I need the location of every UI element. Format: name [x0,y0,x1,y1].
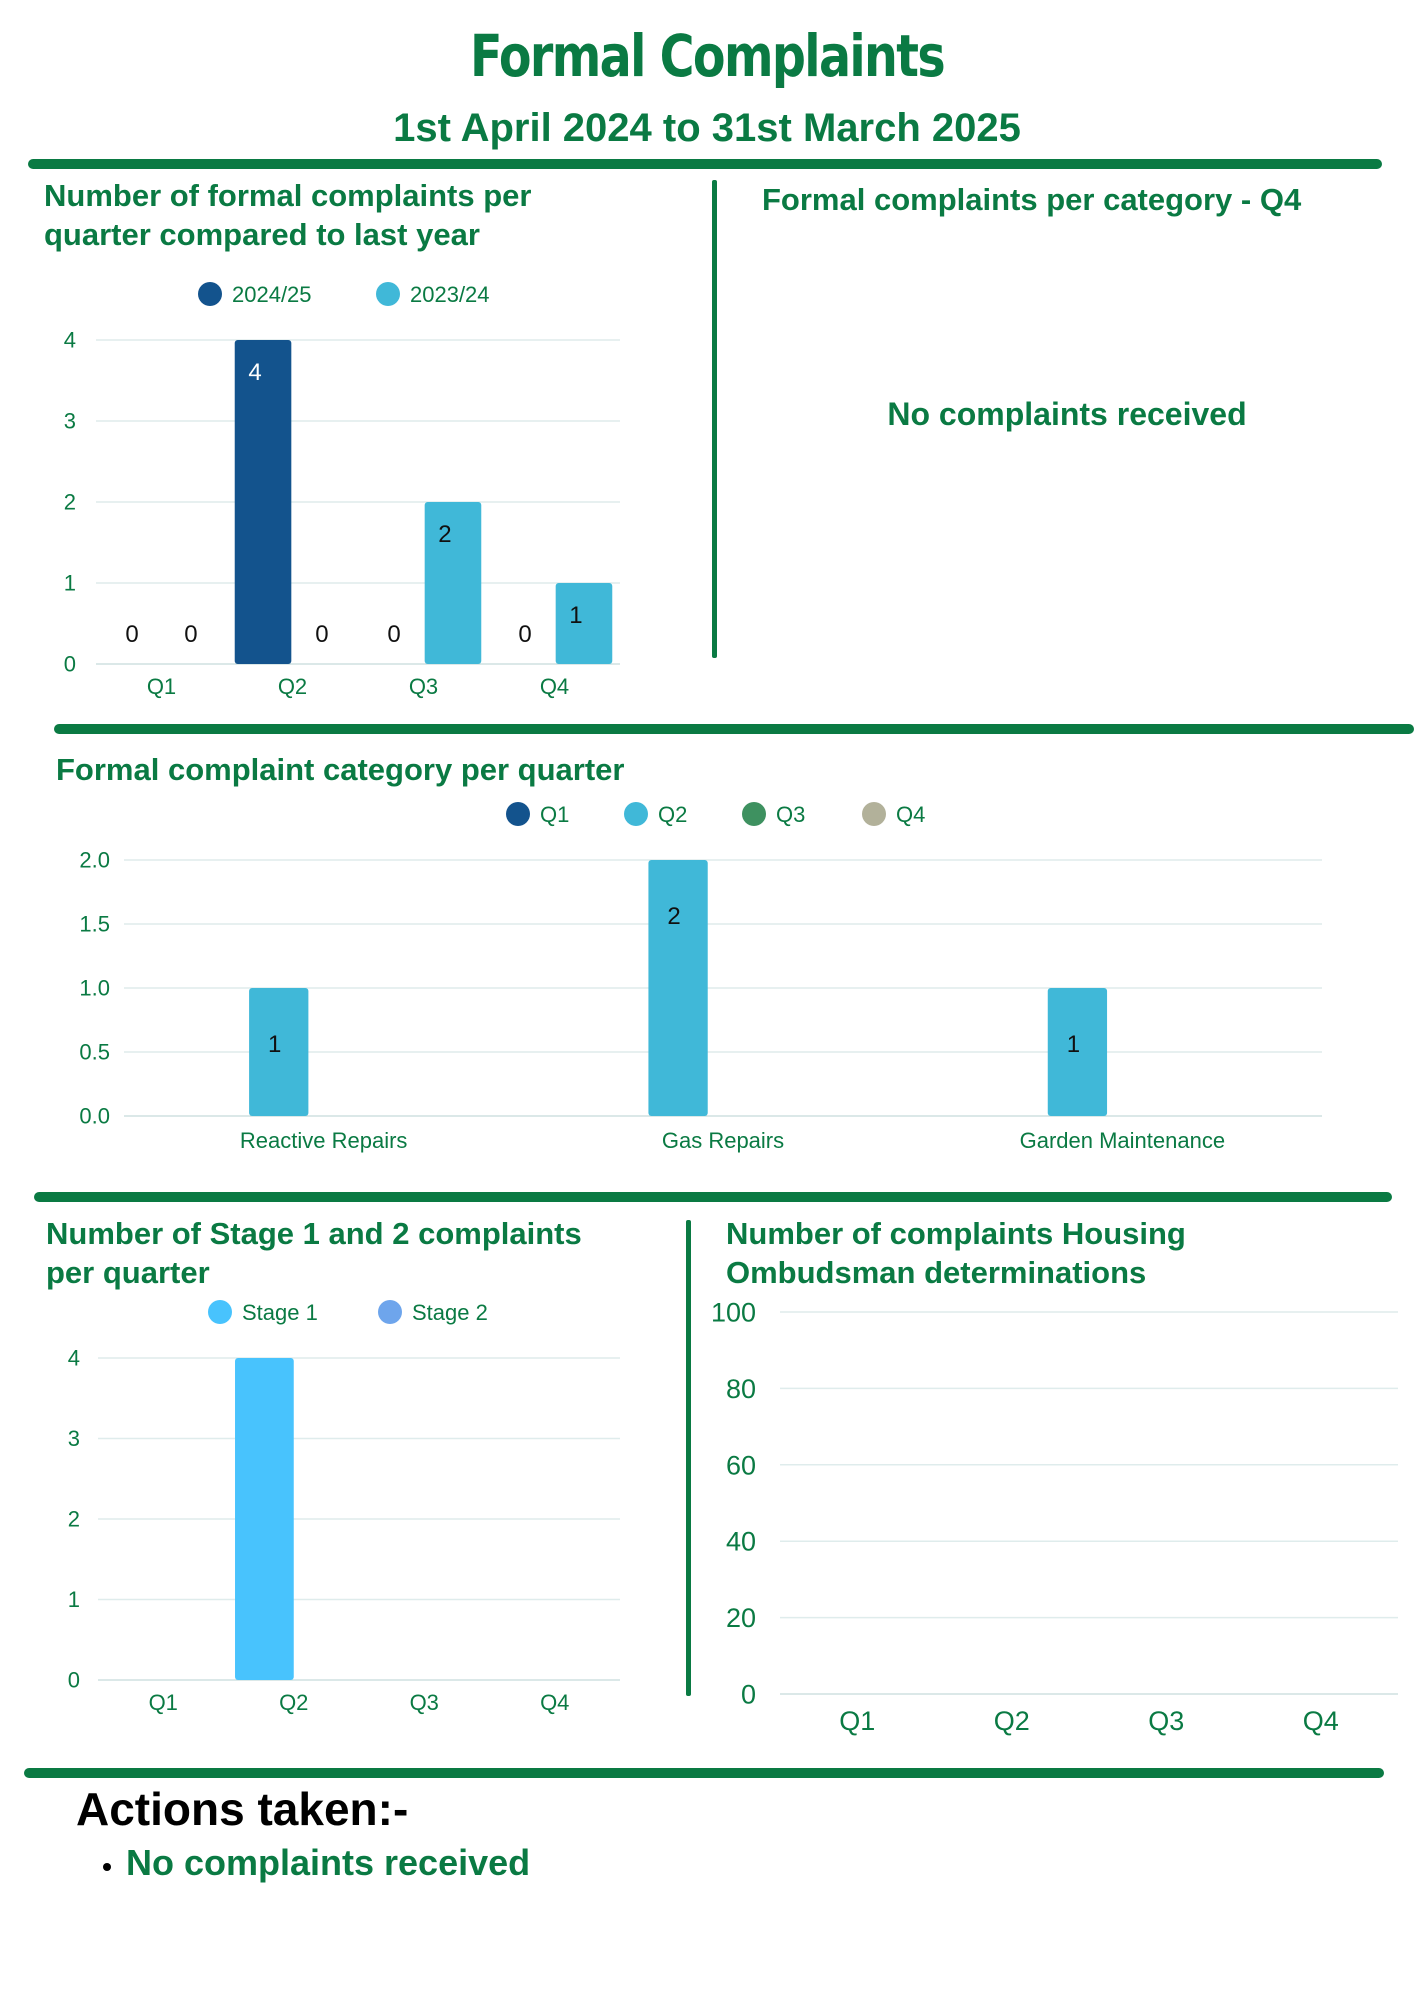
data-label: 2 [667,903,680,930]
y-tick-label: 2 [64,490,76,515]
legend-label: Q1 [540,802,569,827]
divider-bottom [24,1768,1384,1778]
legend-label: Q4 [896,802,925,827]
data-label: 1 [1067,1031,1080,1058]
bar [1047,988,1108,1116]
chart-stages: 0 1 2 3 4 Q1 Q2 Q3 Q4 Stage 1 Stage 2 [68,1300,620,1715]
y-tick-label: 3 [64,409,76,434]
bar [555,583,613,664]
chart-title-stages: Number of Stage 1 and 2 complaints per q… [46,1216,582,1290]
x-tick-label: Q2 [279,1690,308,1715]
y-tick-label: 1.5 [79,912,110,937]
divider-vertical-top [712,180,717,658]
legend-swatch [862,802,886,826]
legend-label: Stage 1 [242,1300,318,1325]
actions-list: No complaints received [78,1842,530,1884]
y-tick-label: 40 [726,1527,756,1557]
actions-heading: Actions taken:- [76,1783,409,1835]
y-tick-label: 100 [711,1297,756,1327]
legend-label: 2023/24 [410,282,490,307]
y-tick-label: 20 [726,1603,756,1633]
y-tick-label: 4 [68,1346,80,1371]
legend-swatch [624,802,648,826]
chart-per-quarter: 0 1 2 3 4 Q1 Q2 Q3 Q4 0 4 0 0 0 0 2 1 2024/25 2023/24 [64,282,620,699]
section-title-q4-category: Formal complaints per category - Q4 [762,182,1302,217]
divider-middle [54,724,1414,734]
x-tick-label: Q4 [540,1690,569,1715]
legend-swatch [506,802,530,826]
page-title: Formal Complaints [469,22,946,90]
chart-ombudsman: 0 20 40 60 80 100 Q1 Q2 Q3 Q4 [711,1297,1398,1736]
legend-label: Q3 [776,802,805,827]
y-tick-label: 2 [68,1507,80,1532]
bar [249,988,309,1116]
legend-label: 2024/25 [232,282,312,307]
y-tick-label: 60 [726,1450,756,1480]
data-label: 4 [248,359,261,386]
chart-title-ombudsman: Number of complaints Housing Ombudsman d… [726,1216,1186,1290]
no-complaints-message: No complaints received [887,396,1247,432]
data-label: 0 [125,621,138,648]
y-tick-label: 2.0 [79,848,110,873]
legend-swatch [376,282,400,306]
y-tick-label: 1.0 [79,976,110,1001]
x-tick-label: Q1 [149,1690,178,1715]
x-tick-label: Q2 [278,674,307,699]
y-tick-label: 4 [64,328,76,353]
bar [648,860,708,1116]
data-label: 0 [315,621,328,648]
y-tick-label: 0.5 [79,1040,110,1065]
data-label: 0 [387,621,400,648]
x-tick-label: Q4 [540,674,569,699]
y-tick-label: 0 [741,1679,756,1709]
divider-vertical-bottom [686,1220,691,1696]
x-tick-label: Q1 [839,1706,875,1736]
bar [424,502,482,664]
x-tick-label: Q4 [1303,1706,1339,1736]
divider-top [28,159,1382,169]
chart-category: 0.0 0.5 1.0 1.5 2.0 Reactive Repairs Gas Repai… [79,802,1322,1153]
y-tick-label: 0.0 [79,1104,110,1129]
x-tick-label: Gas Repairs [662,1128,784,1153]
x-tick-label: Q1 [147,674,176,699]
y-tick-label: 1 [64,571,76,596]
x-tick-label: Q3 [410,1690,439,1715]
chart-title-category: Formal complaint category per quarter [56,752,625,787]
data-label: 1 [268,1031,281,1058]
legend-swatch [378,1300,402,1324]
y-tick-label: 1 [68,1587,80,1612]
legend-label: Q2 [658,802,687,827]
bar [235,1358,294,1680]
legend-swatch [198,282,222,306]
y-tick-label: 0 [64,652,76,677]
page-subtitle: 1st April 2024 to 31st March 2025 [393,106,1021,150]
actions-item: No complaints received [126,1842,530,1884]
y-tick-label: 0 [68,1668,80,1693]
x-tick-label: Q3 [1148,1706,1184,1736]
data-label: 2 [438,521,451,548]
divider-lower [34,1192,1392,1202]
legend-label: Stage 2 [412,1300,488,1325]
data-label: 0 [184,621,197,648]
data-label: 0 [518,621,531,648]
x-tick-label: Reactive Repairs [240,1128,408,1153]
x-tick-label: Q3 [409,674,438,699]
legend-swatch [208,1300,232,1324]
x-tick-label: Q2 [994,1706,1030,1736]
y-tick-label: 80 [726,1374,756,1404]
data-label: 1 [569,602,582,629]
y-tick-label: 3 [68,1426,80,1451]
x-tick-label: Garden Maintenance [1020,1128,1225,1153]
legend-swatch [742,802,766,826]
bar [234,340,292,664]
chart-title-per-quarter: Number of formal complaints per quarter … [44,178,532,252]
